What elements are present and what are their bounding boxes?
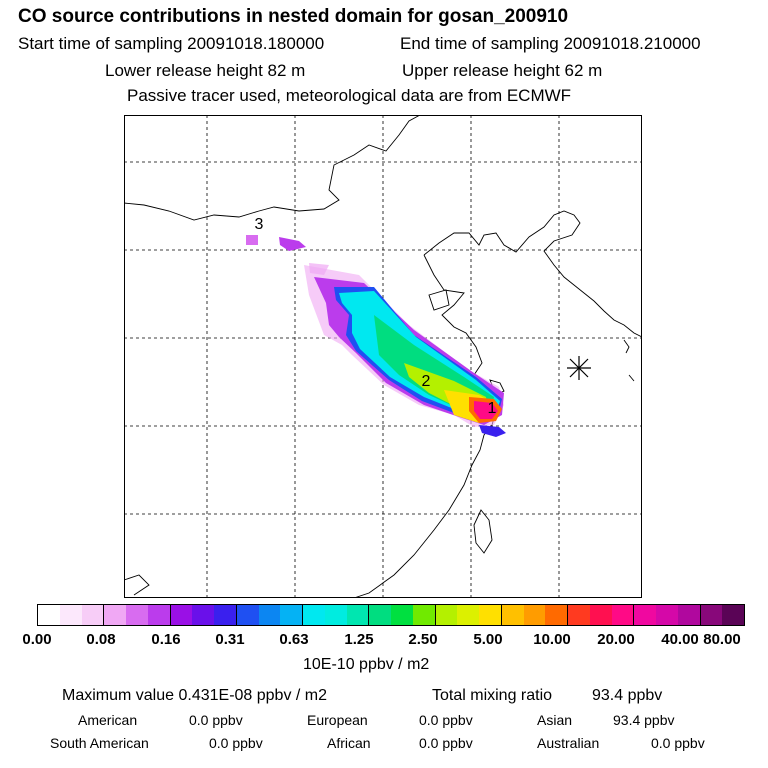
source-label-1: 1 (488, 400, 497, 417)
colorbar-swatch (545, 605, 567, 625)
colorbar-swatch (103, 605, 126, 625)
colorbar-swatch (302, 605, 325, 625)
south-american-value: 0.0 ppbv (209, 735, 263, 751)
australian-value: 0.0 ppbv (651, 735, 705, 751)
african-value: 0.0 ppbv (419, 735, 473, 751)
colorbar-tick: 0.08 (86, 631, 116, 648)
colorbar-swatch (126, 605, 148, 625)
colorbar-swatch (656, 605, 678, 625)
american-value: 0.0 ppbv (189, 712, 243, 728)
colorbar-swatch (412, 605, 435, 625)
colorbar-tick: 40.00 (661, 631, 699, 648)
tracer-note: Passive tracer used, meteorological data… (127, 86, 572, 105)
south-american-label: South American (50, 735, 149, 751)
european-value: 0.0 ppbv (419, 712, 473, 728)
colorbar-swatch (589, 605, 612, 625)
map-panel: 1 2 3 (124, 115, 642, 598)
colorbar-unit: 10E-10 ppbv / m2 (303, 656, 430, 673)
colorbar-swatch (368, 605, 391, 625)
colorbar-swatch (280, 605, 302, 625)
colorbar-swatch (567, 605, 590, 625)
colorbar-swatch (346, 605, 369, 625)
colorbar-tick: 0.00 (22, 631, 52, 648)
total-mixing-value: 93.4 ppbv (592, 687, 663, 704)
colorbar-swatch (38, 605, 60, 625)
colorbar-swatch (611, 605, 634, 625)
colorbar-swatch (500, 605, 524, 625)
tracer-plume (246, 235, 506, 437)
colorbar-tick: 20.00 (597, 631, 635, 648)
colorbar-swatch (324, 605, 347, 625)
asian-value: 93.4 ppbv (613, 712, 675, 728)
colorbar-tick: 0.31 (215, 631, 245, 648)
colorbar-tick: 10.00 (533, 631, 571, 648)
source-label-2: 2 (422, 373, 431, 390)
colorbar-swatch (169, 605, 193, 625)
colorbar (37, 604, 745, 626)
colorbar-swatch (147, 605, 170, 625)
colorbar-swatch (391, 605, 413, 625)
plot-title: CO source contributions in nested domain… (18, 6, 569, 27)
colorbar-swatch (633, 605, 656, 625)
european-label: European (307, 712, 368, 728)
colorbar-swatch (214, 605, 236, 625)
american-label: American (78, 712, 138, 728)
start-time-label: Start time of sampling 20091018.180000 (18, 34, 325, 53)
colorbar-swatch (192, 605, 214, 625)
colorbar-tick: 0.63 (279, 631, 309, 648)
colorbar-tick: 80.00 (703, 631, 741, 648)
max-value-label: Maximum value 0.431E-08 ppbv / m2 (62, 687, 328, 704)
colorbar-tick: 5.00 (473, 631, 503, 648)
colorbar-tick: 1.25 (344, 631, 374, 648)
colorbar-swatch (699, 605, 723, 625)
total-mixing-label: Total mixing ratio (432, 687, 553, 704)
asian-label: Asian (537, 712, 573, 728)
colorbar-tick: 0.16 (151, 631, 181, 648)
asterisk-icon (567, 356, 591, 380)
colorbar-swatch (434, 605, 458, 625)
end-time-label: End time of sampling 20091018.210000 (400, 34, 701, 53)
colorbar-swatch (235, 605, 259, 625)
colorbar-swatch (59, 605, 82, 625)
colorbar-swatch (677, 605, 700, 625)
upper-height-label: Upper release height 62 m (402, 61, 603, 80)
colorbar-swatch (81, 605, 104, 625)
australian-label: Australian (537, 735, 600, 751)
african-label: African (327, 735, 371, 751)
source-label-3: 3 (255, 216, 264, 233)
lower-height-label: Lower release height 82 m (105, 61, 306, 80)
colorbar-tick: 2.50 (408, 631, 438, 648)
colorbar-swatch (523, 605, 546, 625)
colorbar-swatch (258, 605, 281, 625)
colorbar-swatch (479, 605, 501, 625)
colorbar-swatch (722, 605, 744, 625)
colorbar-swatch (457, 605, 479, 625)
